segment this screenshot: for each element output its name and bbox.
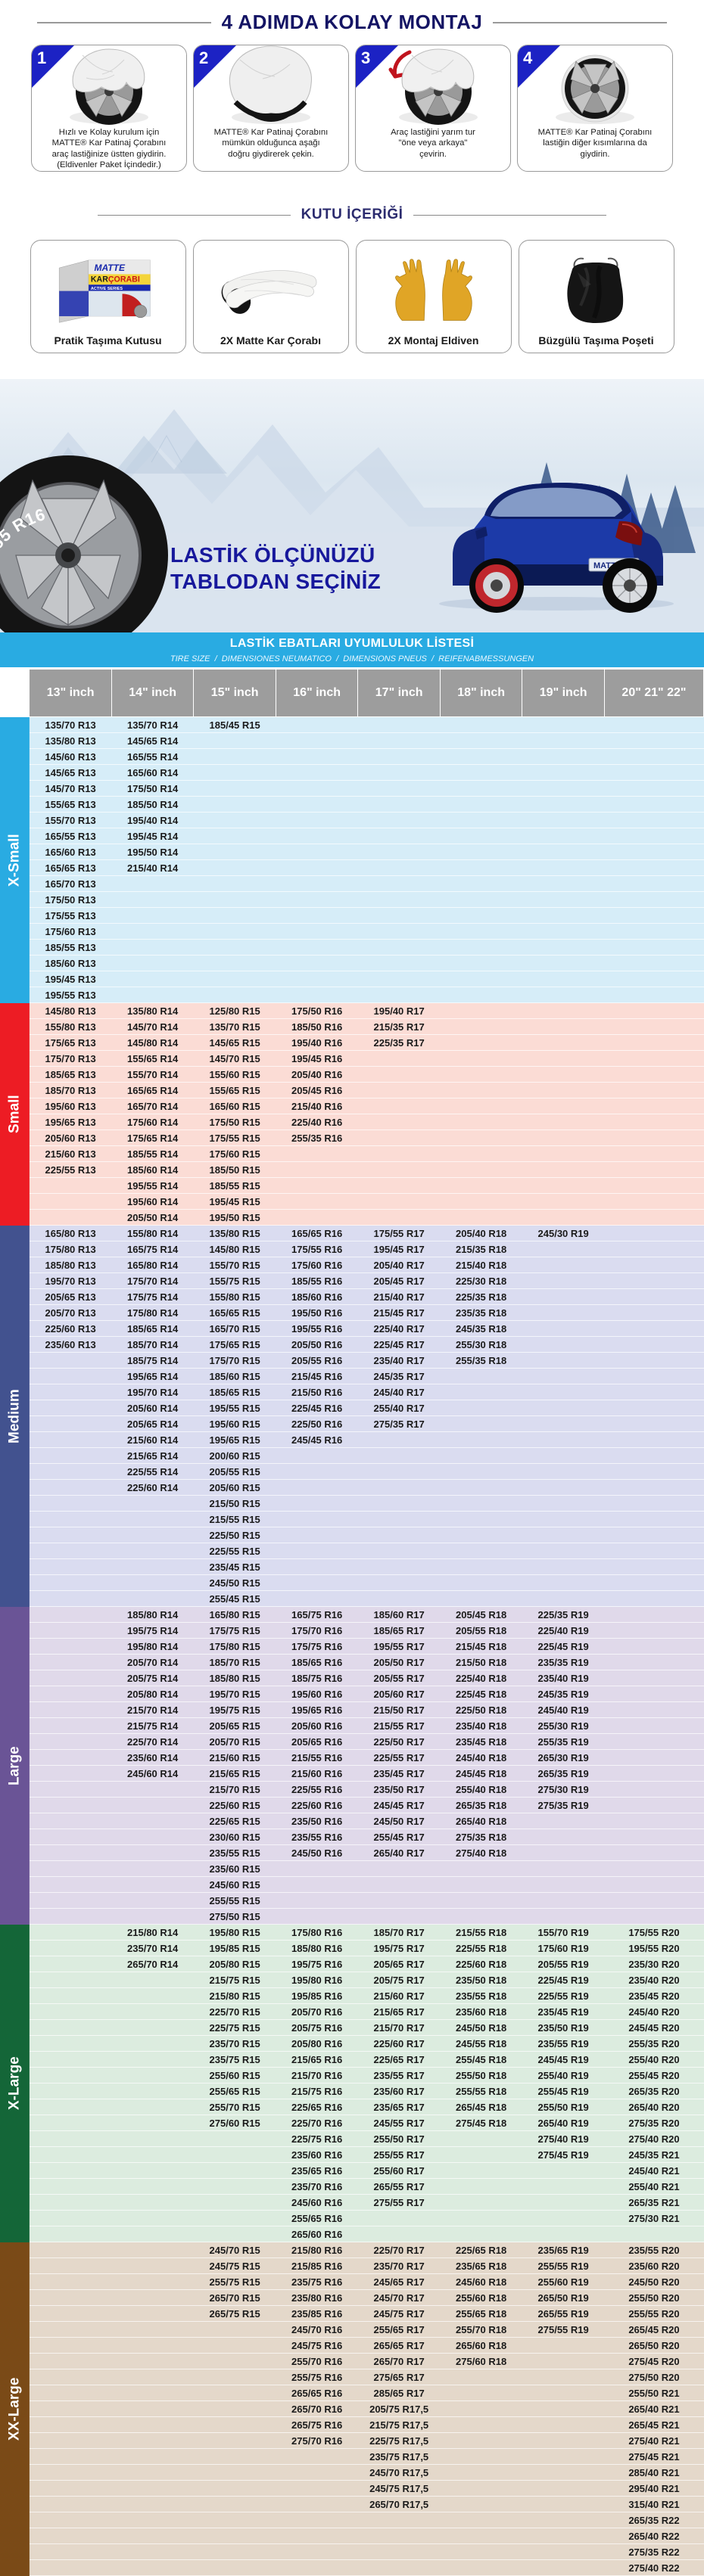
svg-text:KARÇORABI: KARÇORABI [90, 275, 139, 284]
svg-text:MATTE: MATTE [94, 263, 125, 273]
svg-text:ACTIVE SERIES: ACTIVE SERIES [90, 287, 123, 291]
